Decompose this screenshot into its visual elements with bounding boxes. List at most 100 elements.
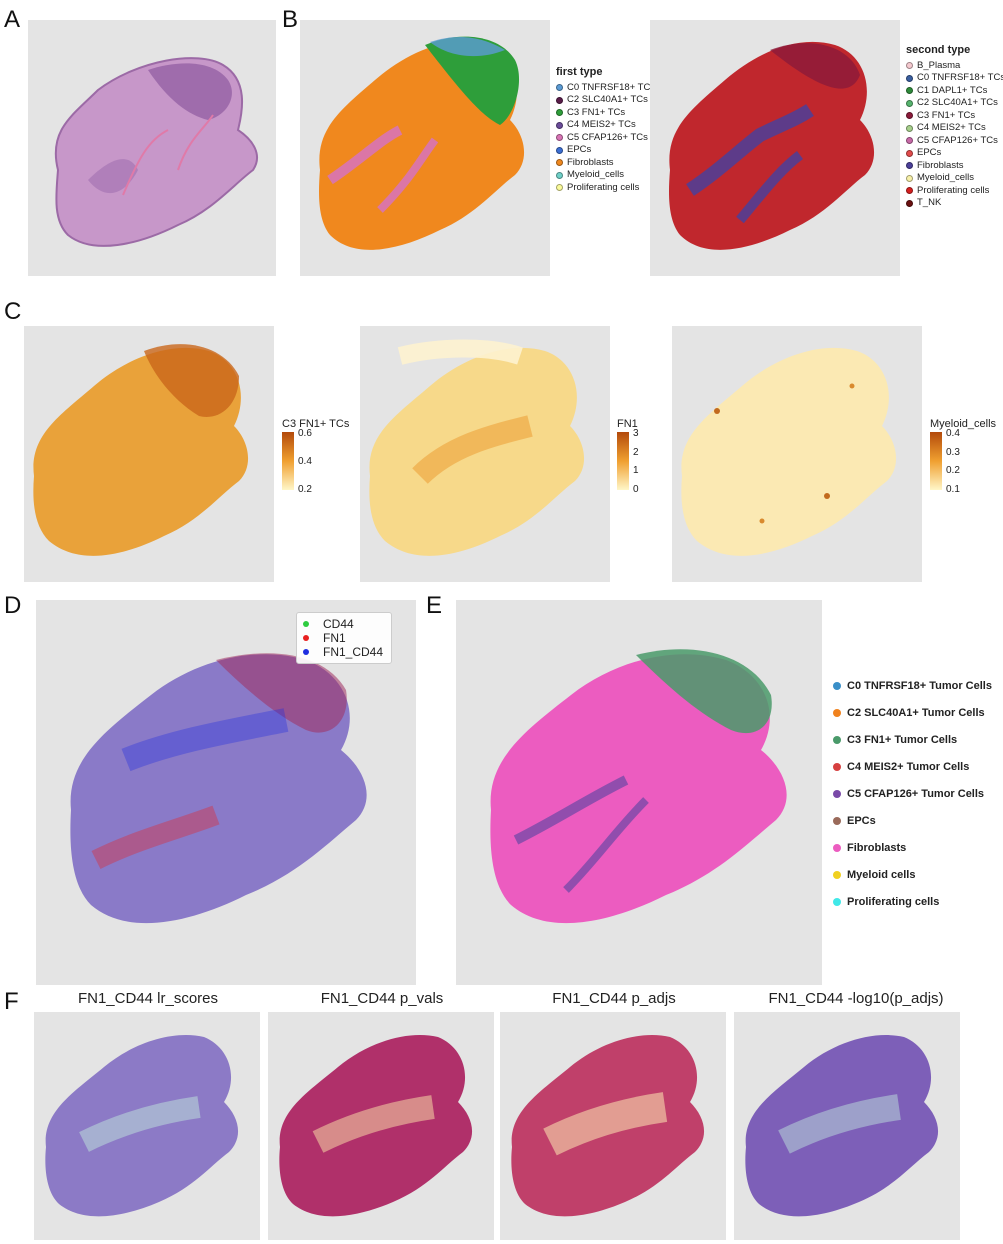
second-type-legend-item: EPCs	[906, 147, 1003, 160]
legend-swatch	[833, 897, 841, 906]
p-adjs-svg	[511, 1035, 705, 1217]
legend-label: C2 SLC40A1+ TCs	[917, 97, 998, 108]
legend-label: Proliferating cells	[567, 181, 640, 193]
tumor-cell-type-legend-item: C3 FN1+ Tumor Cells	[833, 726, 992, 753]
first-type-legend: first type C0 TNFRSF18+ TCs C2 SLC40A1+ T…	[556, 66, 655, 194]
p-adjs-map	[500, 1012, 726, 1240]
second-type-legend-item: C4 MEIS2+ TCs	[906, 122, 1003, 135]
first-type-legend-item: C2 SLC40A1+ TCs	[556, 94, 655, 107]
legend-swatch	[906, 62, 913, 70]
legend-label: Myeloid cells	[847, 868, 916, 881]
tumor-cell-type-legend-item: C2 SLC40A1+ Tumor Cells	[833, 699, 992, 726]
heatmap-fn1	[360, 326, 610, 582]
second-type-legend: second type B_Plasma C0 TNFRSF18+ TCs C1 D…	[906, 44, 1003, 210]
legend-swatch	[303, 621, 309, 627]
p-vals-svg	[279, 1035, 473, 1217]
colorbar-tick-label: 0.1	[946, 484, 960, 495]
legend-swatch	[906, 199, 913, 207]
he-tissue-image	[28, 20, 276, 276]
first-type-legend-item: C4 MEIS2+ TCs	[556, 119, 655, 132]
colorbar-gradient	[282, 432, 294, 490]
tumor-cell-type-map	[456, 600, 822, 985]
legend-swatch	[906, 137, 913, 145]
legend-label: C5 CFAP126+ Tumor Cells	[847, 787, 985, 800]
first-type-legend-item: C3 FN1+ TCs	[556, 107, 655, 120]
heatmap-myeloid-svg	[681, 347, 897, 556]
second-type-map	[650, 20, 900, 276]
legend-label: Proliferating cells	[917, 184, 990, 196]
panel-label-f: F	[4, 988, 19, 1015]
f-title-3: FN1_CD44 p_adjs	[552, 990, 676, 1007]
second-type-legend-item: C5 CFAP126+ TCs	[906, 135, 1003, 148]
tumor-cell-type-legend-item: Myeloid cells	[833, 861, 992, 888]
legend-swatch	[833, 681, 841, 690]
legend-swatch	[833, 870, 841, 879]
colorbar-gradient	[617, 432, 629, 490]
legend-label: C4 MEIS2+ TCs	[567, 119, 636, 130]
first-type-legend-item: Myeloid_cells	[556, 169, 655, 182]
legend-swatch	[303, 635, 309, 641]
legend-swatch	[833, 735, 841, 744]
heatmap-myeloid	[672, 326, 922, 582]
interaction-legend-item: FN1_CD44	[303, 645, 383, 659]
colorbar-tick-label: 0.6	[298, 428, 312, 439]
legend-swatch	[906, 174, 913, 182]
lr-scores-map	[34, 1012, 260, 1240]
legend-label: T_NK	[917, 197, 942, 208]
legend-swatch	[833, 762, 841, 771]
tumor-cell-type-legend-item: C5 CFAP126+ Tumor Cells	[833, 780, 992, 807]
legend-swatch	[906, 162, 913, 170]
colorbar-tick-label: 0.3	[946, 446, 960, 458]
legend-swatch	[906, 74, 913, 82]
colorbar-gradient	[930, 432, 942, 490]
tumor-cell-type-legend-item: Fibroblasts	[833, 834, 992, 861]
legend-label: FN1_CD44	[323, 645, 384, 659]
heatmap-c3-fn1	[24, 326, 274, 582]
legend-label: EPCs	[847, 814, 876, 827]
legend-swatch	[556, 146, 563, 154]
legend-swatch	[303, 649, 309, 655]
cell-interaction-svg	[70, 653, 367, 924]
legend-label: C0 TNFRSF18+ Tumor Cells	[847, 679, 992, 692]
lr-scores-svg	[45, 1035, 239, 1217]
f-title-4: FN1_CD44 -log10(p_adjs)	[768, 990, 944, 1007]
interaction-legend-item: CD44	[303, 617, 383, 631]
first-type-legend-item: C5 CFAP126+ TCs	[556, 132, 655, 145]
legend-label: FN1	[323, 631, 346, 645]
colorbar-myeloid: Myeloid_cells 0.4 0.3 0.2 0.1	[930, 418, 1000, 508]
legend-swatch	[906, 112, 913, 120]
legend-label: Proliferating cells	[847, 895, 940, 908]
legend-title: second type	[906, 44, 971, 56]
legend-swatch	[556, 121, 563, 129]
legend-swatch	[556, 84, 563, 92]
he-tissue-svg	[54, 57, 258, 247]
legend-label: C1 DAPL1+ TCs	[917, 84, 988, 96]
legend-label: EPCs	[567, 144, 592, 155]
legend-label: C3 FN1+ TCs	[917, 109, 976, 121]
legend-label: CD44	[323, 617, 354, 631]
f-title-1: FN1_CD44 lr_scores	[77, 990, 219, 1007]
legend-label: C0 TNFRSF18+ TCs	[917, 72, 1003, 83]
colorbar-tick-label: 0.4	[298, 456, 312, 467]
panel-label-a: A	[4, 6, 21, 33]
legend-swatch	[833, 843, 841, 852]
tumor-cell-type-svg	[490, 649, 787, 924]
tumor-cell-type-legend: C0 TNFRSF18+ Tumor Cells C2 SLC40A1+ Tumo…	[833, 672, 992, 915]
second-type-legend-item: B_Plasma	[906, 60, 1003, 73]
legend-label: C2 SLC40A1+ Tumor Cells	[847, 706, 985, 719]
legend-swatch	[906, 124, 913, 132]
legend-label: C5 CFAP126+ TCs	[567, 131, 648, 143]
panel-label-b: B	[282, 6, 299, 33]
heatmap-fn1-svg	[369, 339, 585, 556]
colorbar-title: C3 FN1+ TCs	[282, 418, 350, 430]
panel-label-c: C	[4, 298, 22, 325]
first-type-legend-item: C0 TNFRSF18+ TCs	[556, 82, 655, 95]
second-type-legend-item: C3 FN1+ TCs	[906, 110, 1003, 123]
second-type-svg	[669, 41, 875, 250]
second-type-legend-item: Proliferating cells	[906, 185, 1003, 198]
colorbar-tick-label: 0	[633, 484, 639, 495]
legend-label: B_Plasma	[917, 59, 961, 71]
second-type-legend-item: Fibroblasts	[906, 160, 1003, 173]
colorbar-tick-label: 3	[633, 428, 639, 439]
tumor-cell-type-legend-item: C0 TNFRSF18+ Tumor Cells	[833, 672, 992, 699]
